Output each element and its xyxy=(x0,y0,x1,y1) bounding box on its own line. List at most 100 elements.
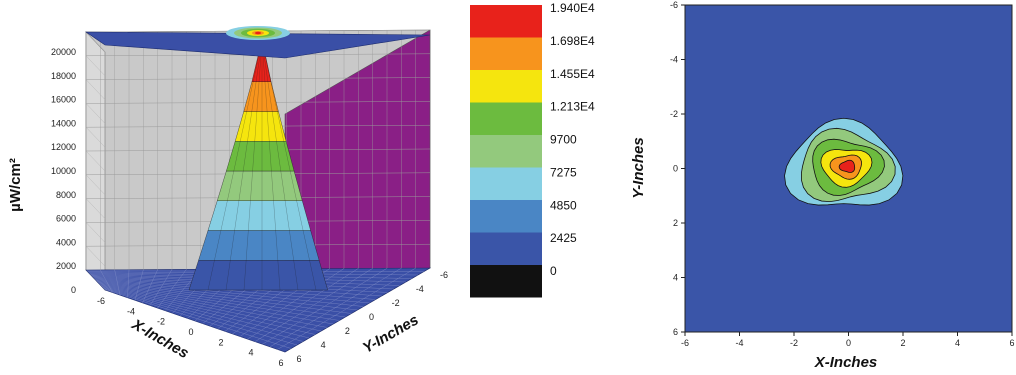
colorbar-tick-label: 1.698E4 xyxy=(550,34,595,48)
y-tick-label: -4 xyxy=(416,284,424,294)
contour-x-tick-label: 0 xyxy=(846,338,851,348)
contour-y-tick-label: -4 xyxy=(670,55,678,65)
contour-x-tick-label: -6 xyxy=(681,338,689,348)
peak-mesh-line xyxy=(207,51,260,291)
colorbar-swatch xyxy=(470,70,542,103)
side-wall-gridline xyxy=(85,246,106,267)
side-wall-gridline xyxy=(85,222,106,243)
z-tick-label: 12000 xyxy=(51,142,76,152)
z-tick-label: 8000 xyxy=(56,190,76,200)
z-tick-label: 14000 xyxy=(51,118,76,128)
contour-y-tick-label: 0 xyxy=(673,164,678,174)
contour-plot-area xyxy=(684,4,1013,333)
colorbar-swatch xyxy=(470,5,542,38)
colorbar-tick-label: 1.940E4 xyxy=(550,1,595,15)
contour-y-axis-label: Y-Inches xyxy=(630,137,647,198)
z-tick-label: 20000 xyxy=(51,47,76,57)
top-plane-contour xyxy=(255,31,261,35)
y-tick-label: 2 xyxy=(345,326,350,336)
z-tick-label: 6000 xyxy=(56,214,76,224)
x-tick-label: -4 xyxy=(127,306,135,316)
top-plane xyxy=(85,31,431,59)
x-tick-label: -2 xyxy=(157,317,165,327)
x-tick-label: 4 xyxy=(248,348,253,358)
peak-mesh-line xyxy=(262,51,281,291)
colorbar: 1.940E4 1.698E4 1.455E4 1.213E4 9700 7275 4850… xyxy=(470,1,595,298)
contour-y-tick-label: 6 xyxy=(673,327,678,337)
x-tick-label: -6 xyxy=(97,296,105,306)
peak-band xyxy=(234,111,287,142)
floor-gridline xyxy=(254,268,373,342)
side-wall-gridline xyxy=(85,150,106,172)
z-tick-label: 4000 xyxy=(56,237,76,247)
peak-band xyxy=(217,170,303,201)
y-tick-label: 0 xyxy=(369,312,374,322)
y-tick-label: 4 xyxy=(321,340,326,350)
z-tick-label: 18000 xyxy=(51,71,76,81)
colorbar-swatch xyxy=(470,200,542,233)
z-tick-label: 0 xyxy=(71,285,76,295)
peak-band xyxy=(198,230,320,261)
contour-x-tick-label: 4 xyxy=(955,338,960,348)
colorbar-tick-label: 4850 xyxy=(550,198,577,212)
y-tick-label: -6 xyxy=(440,270,448,280)
floor-gridline xyxy=(277,267,416,350)
surface-z-axis-label: µW/cm² xyxy=(7,158,24,212)
colorbar-swatch xyxy=(470,167,542,200)
surface-top-plane xyxy=(85,26,431,59)
contour-x-tick-label: -4 xyxy=(735,338,743,348)
floor-gridline xyxy=(269,267,402,348)
surface-3d-chart: 0 2000 4000 6000 8000 10000 12000 14000 16000 180… xyxy=(7,26,448,368)
side-wall-gridline xyxy=(85,79,106,100)
colorbar-swatch xyxy=(470,102,542,135)
contour-y-tick-label: 4 xyxy=(673,273,678,283)
x-tick-label: 6 xyxy=(278,358,283,368)
side-wall-gridline xyxy=(85,31,106,53)
colorbar-swatch xyxy=(470,265,542,298)
contour-x-tick-label: -2 xyxy=(790,338,798,348)
x-tick-label: 2 xyxy=(218,337,223,347)
peak-band xyxy=(226,141,295,172)
colorbar-swatch xyxy=(470,37,542,70)
peak-band xyxy=(207,200,311,231)
side-wall-gridline xyxy=(85,198,106,219)
colorbar-tick-label: 1.455E4 xyxy=(550,67,595,81)
colorbar-tick-label: 9700 xyxy=(550,133,577,147)
y-tick-label: -2 xyxy=(392,298,400,308)
x-tick-label: 0 xyxy=(188,327,193,337)
side-wall-gridline xyxy=(85,127,106,148)
colorbar-swatch xyxy=(470,232,542,265)
z-tick-label: 2000 xyxy=(56,261,76,271)
floor-gridline xyxy=(102,287,304,342)
colorbar-tick-label: 1.213E4 xyxy=(550,100,595,114)
colorbar-tick-label: 7275 xyxy=(550,165,577,179)
surface-tick-labels: 0 2000 4000 6000 8000 10000 12000 14000 16000 180… xyxy=(51,47,448,368)
contour-x-axis-label: X-Inches xyxy=(814,354,878,371)
peak-band xyxy=(188,260,328,291)
side-wall-gridline xyxy=(85,174,106,195)
contour-band xyxy=(838,159,856,173)
side-wall-gridline xyxy=(85,55,106,76)
peak-mesh-line xyxy=(225,51,261,291)
peak-mesh-line xyxy=(243,51,262,291)
side-wall-gridline xyxy=(85,103,106,124)
floor-gridline xyxy=(262,268,388,345)
surface-peak xyxy=(188,51,328,291)
contour-y-tick-label: -6 xyxy=(670,0,678,10)
y-tick-label: 6 xyxy=(296,354,301,364)
colorbar-tick-label: 2425 xyxy=(550,231,577,245)
z-tick-label: 16000 xyxy=(51,95,76,105)
floor-gridline xyxy=(104,288,292,349)
peak-mesh-line xyxy=(263,51,299,291)
peak-mesh-line xyxy=(264,51,317,291)
z-tick-label: 10000 xyxy=(51,166,76,176)
contour-x-tick-label: 2 xyxy=(900,338,905,348)
colorbar-swatch xyxy=(470,135,542,168)
contour-y-tick-label: 2 xyxy=(673,218,678,228)
contour-y-tick-label: -2 xyxy=(670,109,678,119)
floor-gridline xyxy=(103,288,298,346)
colorbar-tick-label: 0 xyxy=(550,264,557,278)
